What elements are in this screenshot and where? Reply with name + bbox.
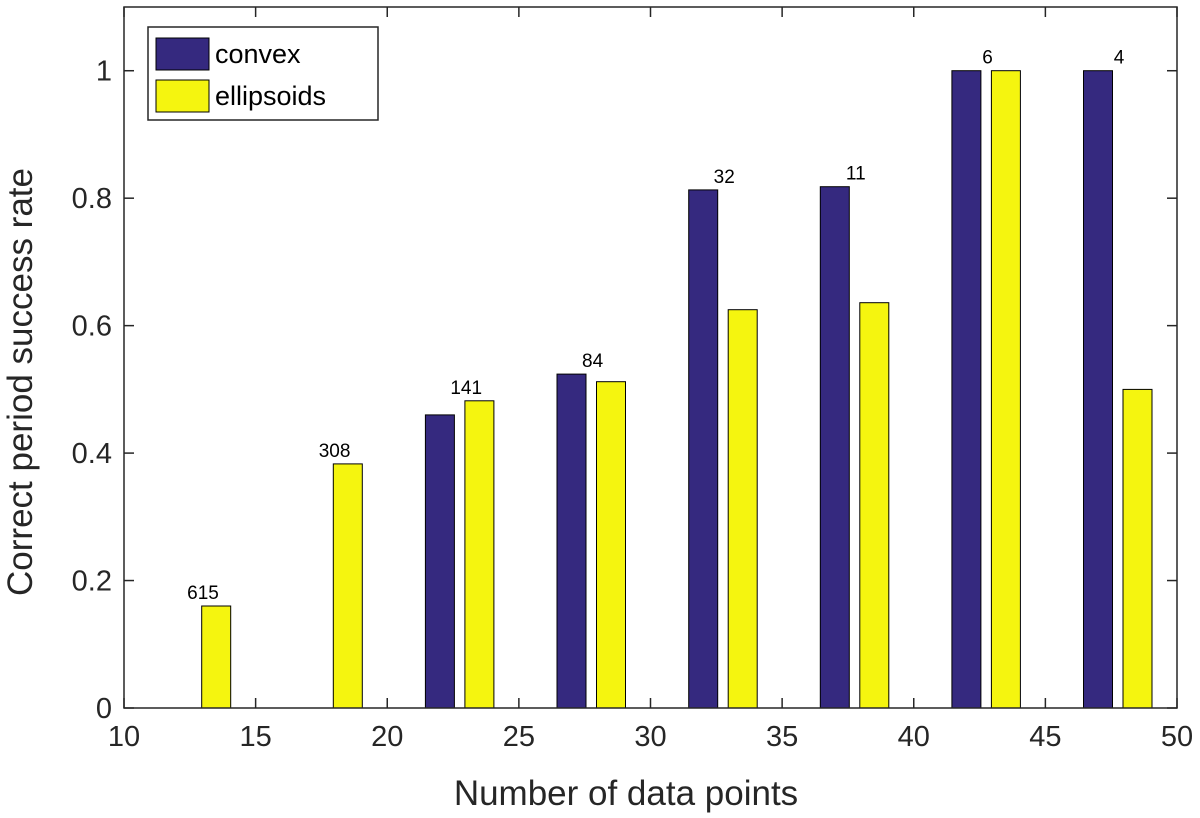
x-tick-label: 40 [898,721,930,753]
x-tick-label: 20 [371,721,403,753]
bar-convex-3 [556,373,587,709]
bar-convex-4 [688,189,719,709]
bar-ellipsoids-0 [201,605,232,709]
bar-count-label: 32 [714,167,735,188]
y-tick-label: 0 [96,693,112,725]
bar-ellipsoids-5 [859,302,890,709]
bar-count-labels: 615 308 141 84 32 11 6 4 [187,48,1125,604]
y-tick-label: 0.8 [72,183,112,215]
bar-ellipsoids-2 [464,400,495,709]
legend-label-ellipsoids: ellipsoids [215,81,326,111]
legend: convex ellipsoids [147,26,379,121]
y-tick-label: 0.6 [72,311,112,343]
x-tick-label: 50 [1161,721,1193,753]
x-tick-label: 25 [503,721,535,753]
y-tick-label: 0.4 [72,438,112,470]
bar-ellipsoids-7 [1122,388,1153,709]
legend-swatch-ellipsoids [155,79,210,113]
bar-ellipsoids-6 [990,70,1021,709]
x-tick-label: 15 [239,721,271,753]
x-tick-label: 30 [634,721,666,753]
x-axis-title: Number of data points [454,774,798,813]
bar-ellipsoids-3 [596,381,626,709]
bar-count-label: 4 [1114,48,1125,69]
axes-group: 10 15 20 25 30 35 40 45 50 0 0.2 0.4 0.6 0.8 1 [72,7,1193,753]
bar-count-label: 615 [187,583,219,604]
bar-convex-5 [819,186,850,709]
bar-count-label: 84 [582,351,604,372]
bar-count-label: 6 [982,48,993,69]
x-tick-label: 35 [766,721,798,753]
bar-ellipsoids-4 [727,309,758,709]
y-tick-label: 1 [96,56,112,88]
x-tick-label: 10 [108,721,140,753]
bars-group [201,70,1153,709]
y-tick-label: 0.2 [72,566,112,598]
bar-convex-2 [424,414,455,709]
legend-label-convex: convex [215,39,301,69]
bar-count-label: 11 [846,164,866,185]
x-tick-label: 45 [1029,721,1061,753]
bar-convex-6 [951,70,982,709]
y-axis-title: Correct period success rate [1,168,40,596]
legend-swatch-convex [155,37,210,71]
bar-count-label: 308 [319,441,351,462]
bar-count-label: 141 [450,378,482,399]
bar-convex-7 [1083,70,1113,709]
bar-ellipsoids-1 [332,463,363,709]
